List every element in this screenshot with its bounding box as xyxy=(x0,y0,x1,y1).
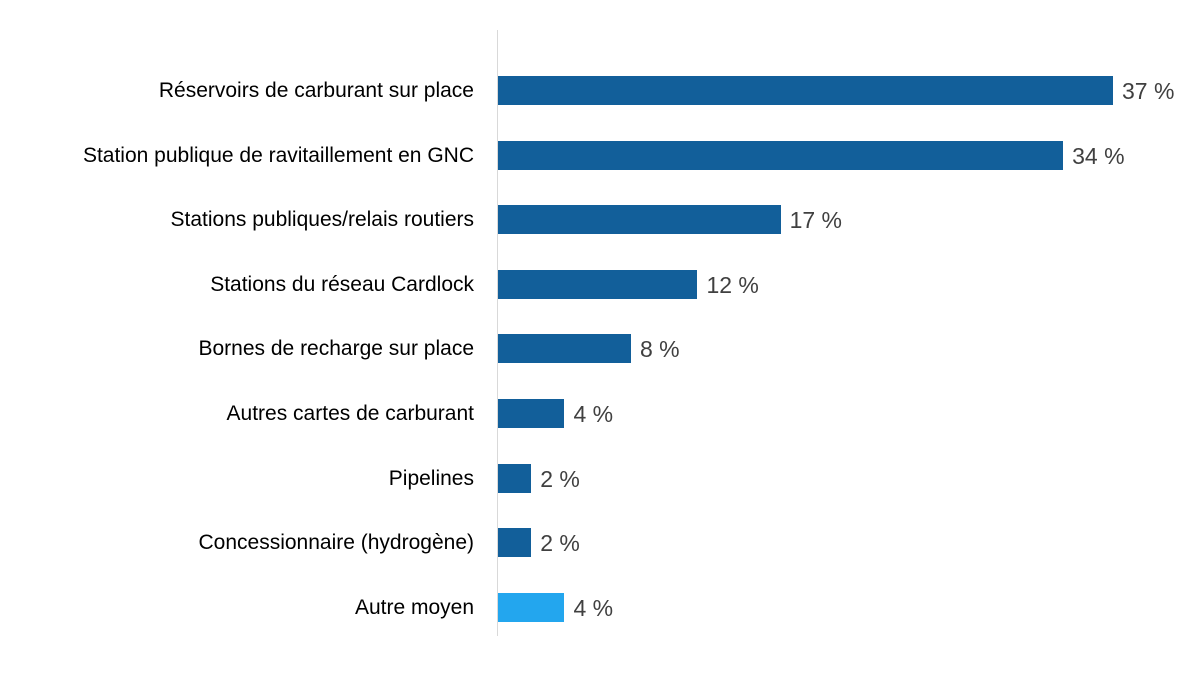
bar-row: Station publique de ravitaillement en GN… xyxy=(0,140,1200,170)
category-label: Réservoirs de carburant sur place xyxy=(158,79,474,102)
bar-row: Stations publiques/relais routiers 17 % xyxy=(0,205,1200,235)
value-label: 37 % xyxy=(1122,78,1175,104)
category-label: Stations du réseau Cardlock xyxy=(210,272,474,296)
bar xyxy=(498,140,1064,170)
bar-row: Autres cartes de carburant 4 % xyxy=(0,399,1200,428)
value-label: 17 % xyxy=(789,207,842,234)
value-label: 4 % xyxy=(573,401,614,427)
bar-row: Autre moyen 4 % xyxy=(0,592,1200,622)
bar-row: Bornes de recharge sur place 8 % xyxy=(0,334,1200,364)
category-label: Station publique de ravitaillement en GN… xyxy=(82,143,474,167)
category-label: Pipelines xyxy=(388,466,474,490)
bar-row: Pipelines 2 % xyxy=(0,463,1200,493)
bar xyxy=(498,76,1113,105)
value-label: 2 % xyxy=(540,530,580,557)
value-label: 12 % xyxy=(706,271,759,298)
bar xyxy=(498,528,532,558)
category-label: Autre moyen xyxy=(354,595,474,619)
value-label: 4 % xyxy=(573,594,614,621)
category-label: Stations publiques/relais routiers xyxy=(170,208,475,232)
value-label: 2 % xyxy=(540,465,580,492)
value-label: 34 % xyxy=(1072,142,1125,169)
bar xyxy=(498,269,698,299)
bar xyxy=(498,205,781,235)
bar-row: Réservoirs de carburant sur place 37 % xyxy=(0,76,1200,105)
bar-row: Stations du réseau Cardlock 12 % xyxy=(0,269,1200,299)
bar xyxy=(498,334,631,364)
bar xyxy=(498,592,565,622)
bar-row: Concessionnaire (hydrogène) 2 % xyxy=(0,528,1200,558)
category-label: Bornes de recharge sur place xyxy=(198,337,475,361)
bar xyxy=(498,399,565,428)
category-label: Autres cartes de carburant xyxy=(226,402,474,425)
category-axis-line xyxy=(497,30,498,636)
category-label: Concessionnaire (hydrogène) xyxy=(198,531,475,555)
bar xyxy=(498,463,532,493)
value-label: 8 % xyxy=(639,336,680,363)
